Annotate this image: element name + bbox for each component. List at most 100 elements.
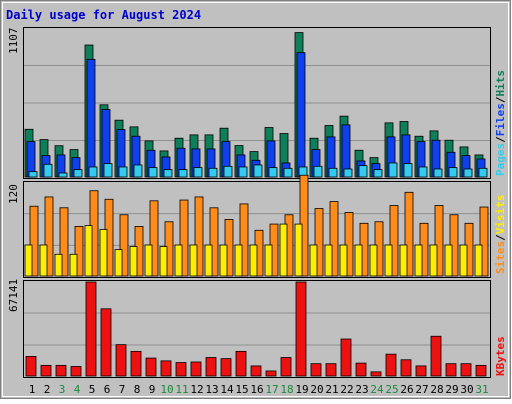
legend-sites: Sites [494, 241, 507, 274]
kbytes-bar [475, 364, 487, 377]
visits-bar [479, 206, 489, 277]
sites-bar [249, 244, 258, 277]
sites-bar [429, 244, 438, 277]
sites-bar [99, 229, 108, 277]
day-label: 14 [220, 383, 234, 396]
sites-bar [369, 244, 378, 277]
day-label: 1 [29, 383, 36, 396]
day-label: 2 [44, 383, 51, 396]
day-label: 16 [250, 383, 263, 396]
pages-bar [208, 167, 218, 178]
sites-bar [324, 244, 333, 277]
day-label: 10 [160, 383, 173, 396]
files-bar [296, 52, 306, 178]
sites-bar [414, 244, 423, 277]
kbytes-bar [130, 350, 142, 377]
day-label: 5 [89, 383, 96, 396]
pages-bar [373, 169, 383, 178]
kbytes-bar [355, 362, 367, 377]
kbytes-bar [55, 364, 67, 377]
sites-bar [219, 244, 228, 277]
visits-bar [179, 199, 189, 277]
kbytes-bar [220, 358, 232, 377]
kbytes-bar [175, 362, 187, 377]
pages-bar [283, 167, 293, 178]
kbytes-bar [70, 366, 82, 377]
ymax-label-hits: 1107 [7, 28, 20, 55]
pages-bar [343, 168, 353, 178]
sites-bar [474, 244, 483, 277]
day-label: 13 [205, 383, 218, 396]
day-label: 26 [400, 383, 413, 396]
kbytes-bar [85, 281, 97, 377]
pages-bar [73, 169, 83, 178]
day-label: 9 [149, 383, 156, 396]
day-label: 17 [265, 383, 278, 396]
day-label: 15 [235, 383, 248, 396]
day-label: 8 [134, 383, 141, 396]
legend-sep-2: / [494, 96, 507, 103]
visits-bar [149, 200, 159, 277]
day-label: 4 [74, 383, 81, 396]
pages-bar [178, 169, 188, 178]
kbytes-bar [295, 281, 307, 377]
day-label: 30 [460, 383, 473, 396]
pages-bar [433, 168, 443, 178]
kbytes-bar [310, 363, 322, 377]
kbytes-bar [190, 361, 202, 377]
sites-bar [384, 244, 393, 277]
pages-bar [223, 165, 233, 178]
sites-bar [294, 223, 303, 277]
pages-bar [448, 167, 458, 178]
pages-bar [358, 165, 368, 178]
legend-sep-3: / [494, 234, 507, 241]
kbytes-bar [115, 344, 127, 377]
sites-bar [444, 244, 453, 277]
sites-bar [459, 244, 468, 277]
day-label: 6 [104, 383, 111, 396]
kbytes-bar [235, 350, 247, 377]
ymax-label-visits: 120 [7, 184, 20, 204]
day-label: 25 [385, 383, 398, 396]
pages-bar [328, 167, 338, 178]
visits-bar [59, 207, 69, 277]
sites-bar [84, 225, 93, 277]
axis-labels: 1 2 3 4 5 6 7 8 9 10 11 12 13 14 15 16 17 18 19 20 21 22 23 24 2… [29, 383, 489, 396]
day-label: 3 [59, 383, 66, 396]
pages-bar [403, 163, 413, 178]
sites-bar [174, 244, 183, 277]
day-label: 21 [325, 383, 338, 396]
pages-bar [238, 166, 248, 178]
day-label: 28 [430, 383, 443, 396]
sites-bar [204, 244, 213, 277]
pages-bar [88, 166, 98, 178]
visits-bar [404, 191, 414, 277]
sites-bar [24, 244, 33, 277]
visits-bar [434, 205, 444, 277]
legend-files: Files [494, 103, 507, 136]
sites-bar [234, 244, 243, 277]
pages-bar [268, 167, 278, 178]
visits-bar [29, 205, 39, 277]
inner-frame [2, 2, 509, 397]
kbytes-bar [160, 360, 172, 377]
kbytes-bar [400, 359, 412, 377]
day-label: 7 [119, 383, 126, 396]
sites-bar [339, 244, 348, 277]
kbytes-bar [340, 338, 352, 377]
pages-bar [193, 167, 203, 178]
kbytes-bar [25, 355, 37, 377]
day-label: 19 [295, 383, 308, 396]
kbytes-bar [265, 370, 277, 377]
legend-hits: Hits [494, 70, 507, 97]
visits-bar [209, 207, 219, 277]
pages-bar [28, 171, 38, 178]
visits-bar [74, 225, 84, 277]
sites-bar [114, 249, 123, 277]
day-label: 18 [280, 383, 293, 396]
day-label: 29 [445, 383, 458, 396]
legend-hits-files-pages: Pages/Files/Hits [494, 70, 507, 176]
pages-bar [133, 164, 143, 178]
kbytes-bar [205, 357, 217, 377]
